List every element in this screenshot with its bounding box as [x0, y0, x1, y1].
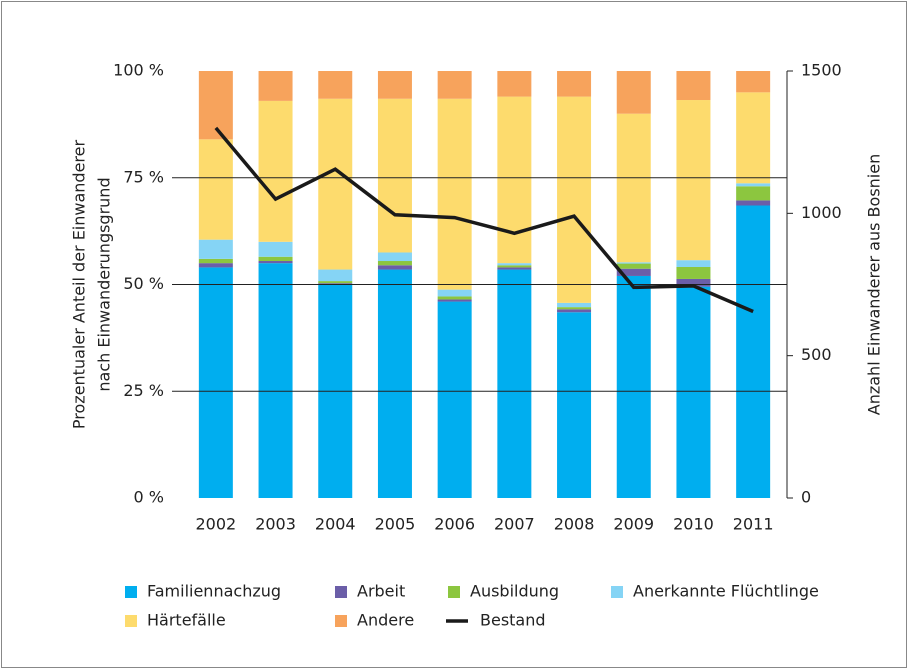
line-series: [214, 126, 754, 314]
bar-segment: [676, 71, 711, 101]
bar-segment: [497, 269, 532, 498]
y-axis-title: nach Einwanderungsgrund: [95, 177, 114, 391]
x-tick-label: 2011: [733, 515, 774, 534]
legend-swatch: [125, 615, 137, 627]
y2-tick-label: 500: [801, 345, 832, 364]
legend-label: Anerkannte Flüchtlinge: [633, 582, 819, 601]
legend-label: Ausbildung: [470, 582, 559, 601]
bar-segment: [377, 261, 412, 266]
bar-segment: [198, 239, 233, 259]
bar-segment: [736, 183, 771, 187]
legend-label: Arbeit: [357, 582, 405, 601]
legend-label: Familiennachzug: [147, 582, 281, 601]
y2-tick-label: 1000: [801, 203, 842, 222]
bar-segment: [437, 71, 472, 99]
bar-segment: [497, 265, 532, 268]
bar-segment: [616, 275, 651, 498]
bar-segment: [198, 263, 233, 268]
y-tick-label: 75 %: [123, 167, 164, 186]
legend-label: Härtefälle: [147, 611, 226, 630]
bar-segment: [616, 71, 651, 114]
bar-segment: [616, 263, 651, 269]
bar-segment: [377, 252, 412, 262]
bar-segment: [736, 92, 771, 184]
bar-segment: [676, 266, 711, 279]
legend-swatch: [448, 586, 460, 598]
bar-segment: [616, 268, 651, 276]
bar-segment: [497, 263, 532, 266]
bar-segment: [557, 312, 592, 498]
bar-segment: [258, 261, 293, 264]
bar-segment: [736, 186, 771, 201]
bar-segment: [736, 71, 771, 93]
bar-segment: [377, 71, 412, 99]
legend-label: Andere: [357, 611, 414, 630]
x-tick-label: 2008: [554, 515, 595, 534]
bar-segment: [497, 96, 532, 264]
legend-swatch: [335, 586, 347, 598]
bar-segment: [318, 98, 353, 270]
bar-segment: [616, 113, 651, 263]
x-tick-label: 2009: [613, 515, 654, 534]
y2-tick-label: 1500: [801, 61, 842, 80]
y-axis-title: Prozentualer Anteil der Einwanderer: [70, 140, 89, 430]
x-tick-label: 2004: [315, 515, 356, 534]
bar-segment: [497, 71, 532, 97]
bar-segment: [258, 256, 293, 262]
bar-segment: [318, 281, 353, 284]
bar-segment: [437, 299, 472, 302]
bar-segment: [198, 258, 233, 264]
y2-tick-label: 0: [801, 488, 811, 507]
bar-segment: [616, 262, 651, 264]
bar-segment: [437, 289, 472, 297]
legend-swatch: [611, 586, 623, 598]
bar-segment: [736, 200, 771, 206]
bar-segment: [377, 269, 412, 498]
bar-segment: [198, 267, 233, 498]
x-tick-label: 2002: [195, 515, 236, 534]
x-tick-label: 2007: [494, 515, 535, 534]
bar-segment: [437, 301, 472, 498]
bar-segment: [557, 71, 592, 97]
y-tick-label: 50 %: [123, 274, 164, 293]
x-tick-label: 2010: [673, 515, 714, 534]
y-tick-label: 25 %: [123, 381, 164, 400]
bar-segment: [377, 98, 412, 253]
bar-segment: [198, 139, 233, 240]
legend-swatch: [125, 586, 137, 598]
bar-segment: [377, 265, 412, 270]
bar-segment: [318, 283, 353, 285]
bar-segment: [557, 309, 592, 313]
legend-label: Bestand: [480, 611, 546, 630]
bar-segment: [736, 205, 771, 498]
x-tick-label: 2006: [434, 515, 475, 534]
x-tick-label: 2005: [375, 515, 416, 534]
bar-segment: [676, 278, 711, 287]
bar-segment: [437, 98, 472, 290]
bar-segment: [318, 269, 353, 282]
bar-segment: [676, 286, 711, 498]
bar-segment: [258, 263, 293, 498]
bar-segment: [258, 71, 293, 101]
bar-segment: [437, 296, 472, 300]
bar-segment: [676, 260, 711, 267]
bar-segment: [497, 267, 532, 270]
legend-swatch: [335, 615, 347, 627]
bar-segment: [318, 71, 353, 99]
bar-segment: [258, 100, 293, 242]
y-tick-label: 100 %: [113, 61, 164, 80]
bar-segment: [557, 96, 592, 303]
y2-axis-title: Anzahl Einwanderer aus Bosnien: [865, 154, 884, 415]
bar-segment: [557, 307, 592, 310]
x-tick-label: 2003: [255, 515, 296, 534]
y-tick-label: 0 %: [134, 488, 164, 507]
bar-segment: [557, 302, 592, 308]
bar-segment: [676, 100, 711, 261]
bar-segment: [258, 241, 293, 257]
